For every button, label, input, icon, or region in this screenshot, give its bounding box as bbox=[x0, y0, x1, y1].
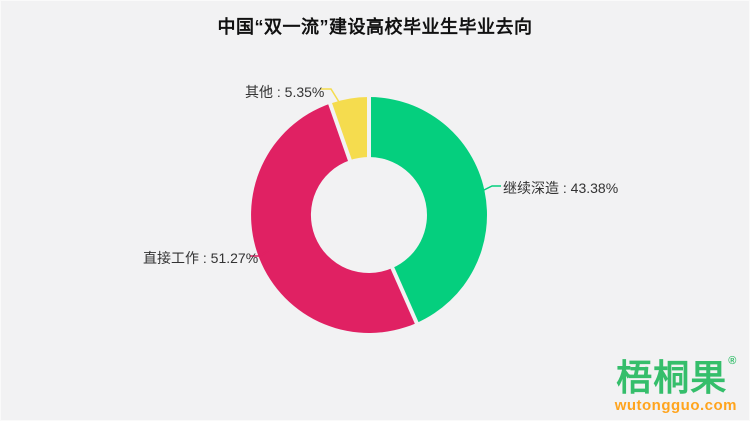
registered-trademark-icon: ® bbox=[728, 355, 737, 367]
wutongguo-watermark: 梧桐果® wutongguo.com bbox=[614, 356, 737, 414]
pie-slice-直接工作 bbox=[251, 103, 417, 333]
pie-slice-其他 bbox=[330, 97, 369, 161]
slice-label-other: 其他 : 5.35% bbox=[245, 84, 325, 100]
slice-gap bbox=[327, 101, 353, 162]
leader-line-further-study bbox=[481, 185, 501, 192]
label-leader-lines bbox=[250, 88, 501, 257]
pie-slice-继续深造 bbox=[369, 97, 488, 323]
slice-gap bbox=[390, 266, 420, 326]
slice-gap-lines bbox=[327, 95, 420, 326]
slice-label-direct-work: 直接工作 : 51.27% bbox=[143, 250, 259, 266]
wutongguo-site-url: wutongguo.com bbox=[614, 397, 737, 414]
donut-slices bbox=[251, 97, 488, 333]
chart-title: 中国“双一流”建设高校毕业生毕业去向 bbox=[217, 17, 533, 37]
leader-line-other bbox=[320, 88, 366, 145]
wutongguo-logo-text: 梧桐果 bbox=[616, 357, 728, 398]
leader-line-direct-work bbox=[250, 250, 269, 257]
slice-label-further-study: 继续深造 : 43.38% bbox=[503, 180, 619, 196]
